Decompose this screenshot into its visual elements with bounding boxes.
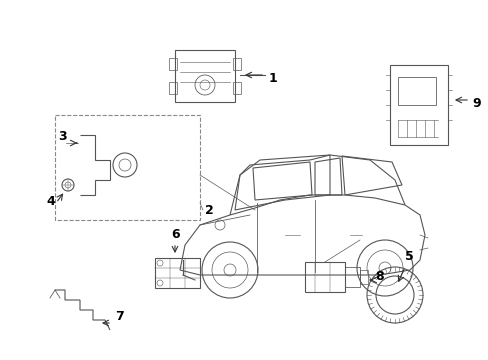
Bar bbox=[389, 65, 447, 145]
Bar bbox=[305, 262, 345, 292]
Text: 2: 2 bbox=[204, 203, 213, 216]
Bar bbox=[175, 50, 235, 102]
Text: 6: 6 bbox=[171, 228, 179, 241]
Bar bbox=[232, 58, 241, 70]
Text: 5: 5 bbox=[404, 250, 413, 263]
Bar bbox=[397, 77, 435, 105]
Bar bbox=[155, 258, 200, 288]
Text: 3: 3 bbox=[58, 130, 66, 143]
Text: 4: 4 bbox=[46, 195, 55, 208]
Bar bbox=[55, 115, 200, 220]
Text: 7: 7 bbox=[115, 310, 123, 323]
Text: 1: 1 bbox=[268, 72, 277, 85]
Text: 8: 8 bbox=[374, 270, 383, 283]
Bar bbox=[232, 82, 241, 94]
Bar bbox=[169, 58, 177, 70]
Text: 9: 9 bbox=[471, 96, 480, 109]
Bar bbox=[169, 82, 177, 94]
Bar bbox=[359, 270, 367, 284]
Bar bbox=[345, 267, 359, 287]
